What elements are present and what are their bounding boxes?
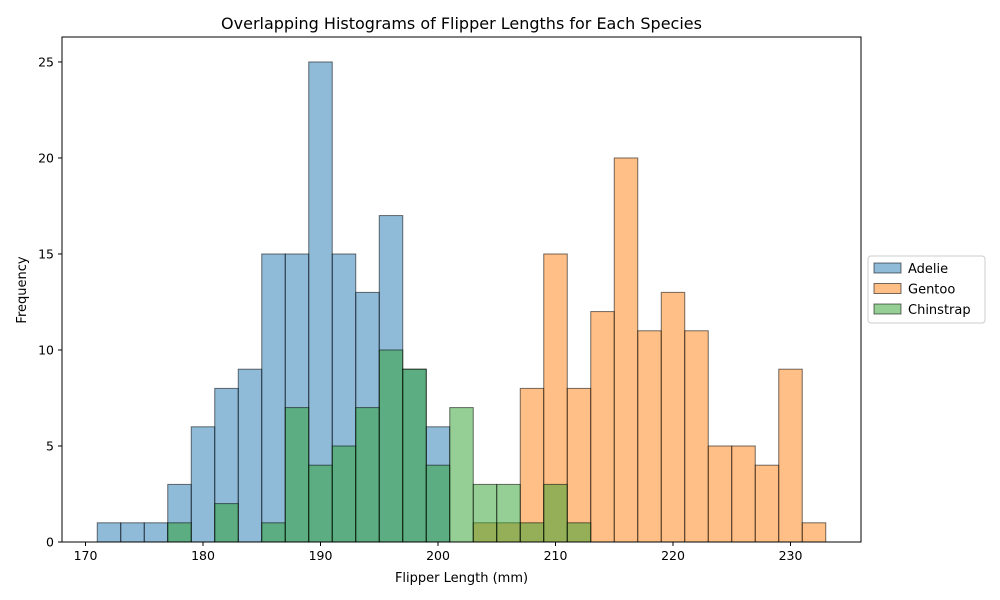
chinstrap-bar	[378, 349, 404, 543]
chinstrap-bar	[331, 445, 357, 543]
gentoo-bar	[801, 522, 827, 543]
adelie-bar	[96, 522, 122, 543]
legend: Adelie Gentoo Chinstrap	[867, 255, 986, 324]
gentoo-bar	[778, 368, 803, 543]
x-axis-label: Flipper Length (mm)	[395, 571, 528, 586]
adelie-legend-swatch	[873, 262, 902, 274]
gentoo-bar	[660, 291, 686, 543]
x-axis: 170 180 190 200 210 220 230	[74, 542, 803, 563]
chinstrap-bar	[449, 407, 474, 543]
x-tick-label: 200	[426, 548, 450, 563]
y-tick-label: 15	[38, 246, 54, 261]
gentoo-bar	[613, 157, 639, 543]
chinstrap-bar	[519, 522, 545, 543]
adelie-bar	[237, 368, 263, 543]
gentoo-legend-label: Gentoo	[908, 283, 955, 298]
x-tick-label: 180	[191, 548, 215, 563]
y-axis: 0 5 10 15 20 25	[38, 54, 62, 550]
gentoo-bar	[707, 445, 733, 543]
gentoo-bar	[754, 464, 780, 543]
gentoo-bar	[731, 445, 756, 543]
chinstrap-bar	[496, 483, 521, 543]
chinstrap-bar	[543, 483, 568, 543]
gentoo-bar	[519, 387, 545, 543]
chinstrap-bar	[566, 522, 592, 543]
chart-title: Overlapping Histograms of Flipper Length…	[221, 14, 702, 33]
y-tick-label: 25	[38, 54, 54, 69]
gentoo-bar	[566, 387, 592, 543]
chinstrap-legend-label: Chinstrap	[908, 303, 971, 318]
chinstrap-bar	[308, 464, 333, 543]
chinstrap-bar	[472, 483, 498, 543]
y-tick-label: 20	[38, 150, 54, 165]
y-tick-label: 10	[38, 342, 54, 357]
x-tick-label: 210	[544, 548, 568, 563]
chinstrap-bar	[355, 407, 380, 543]
y-axis-label: Frequency	[15, 256, 30, 323]
adelie-bar	[190, 426, 216, 543]
x-tick-label: 230	[779, 548, 803, 563]
adelie-bar	[143, 522, 169, 543]
x-tick-label: 170	[74, 548, 98, 563]
adelie-bar	[120, 522, 145, 543]
chinstrap-bar	[402, 368, 427, 543]
adelie-bar	[261, 253, 286, 543]
gentoo-legend-swatch	[873, 283, 902, 294]
y-tick-label: 5	[46, 438, 54, 453]
chinstrap-bar	[261, 522, 286, 543]
plot-frame	[61, 36, 862, 543]
chinstrap-bar	[284, 407, 310, 543]
chinstrap-bar	[214, 503, 239, 543]
gentoo-bar	[637, 330, 662, 543]
x-tick-label: 190	[309, 548, 333, 563]
chinstrap-bar	[167, 522, 192, 543]
x-tick-label: 220	[661, 548, 685, 563]
chinstrap-legend-swatch	[873, 303, 902, 315]
adelie-legend-label: Adelie	[908, 262, 948, 277]
gentoo-bar	[590, 311, 615, 543]
chinstrap-bar	[425, 464, 451, 543]
gentoo-bar	[684, 330, 709, 543]
y-tick-label: 0	[46, 535, 54, 550]
